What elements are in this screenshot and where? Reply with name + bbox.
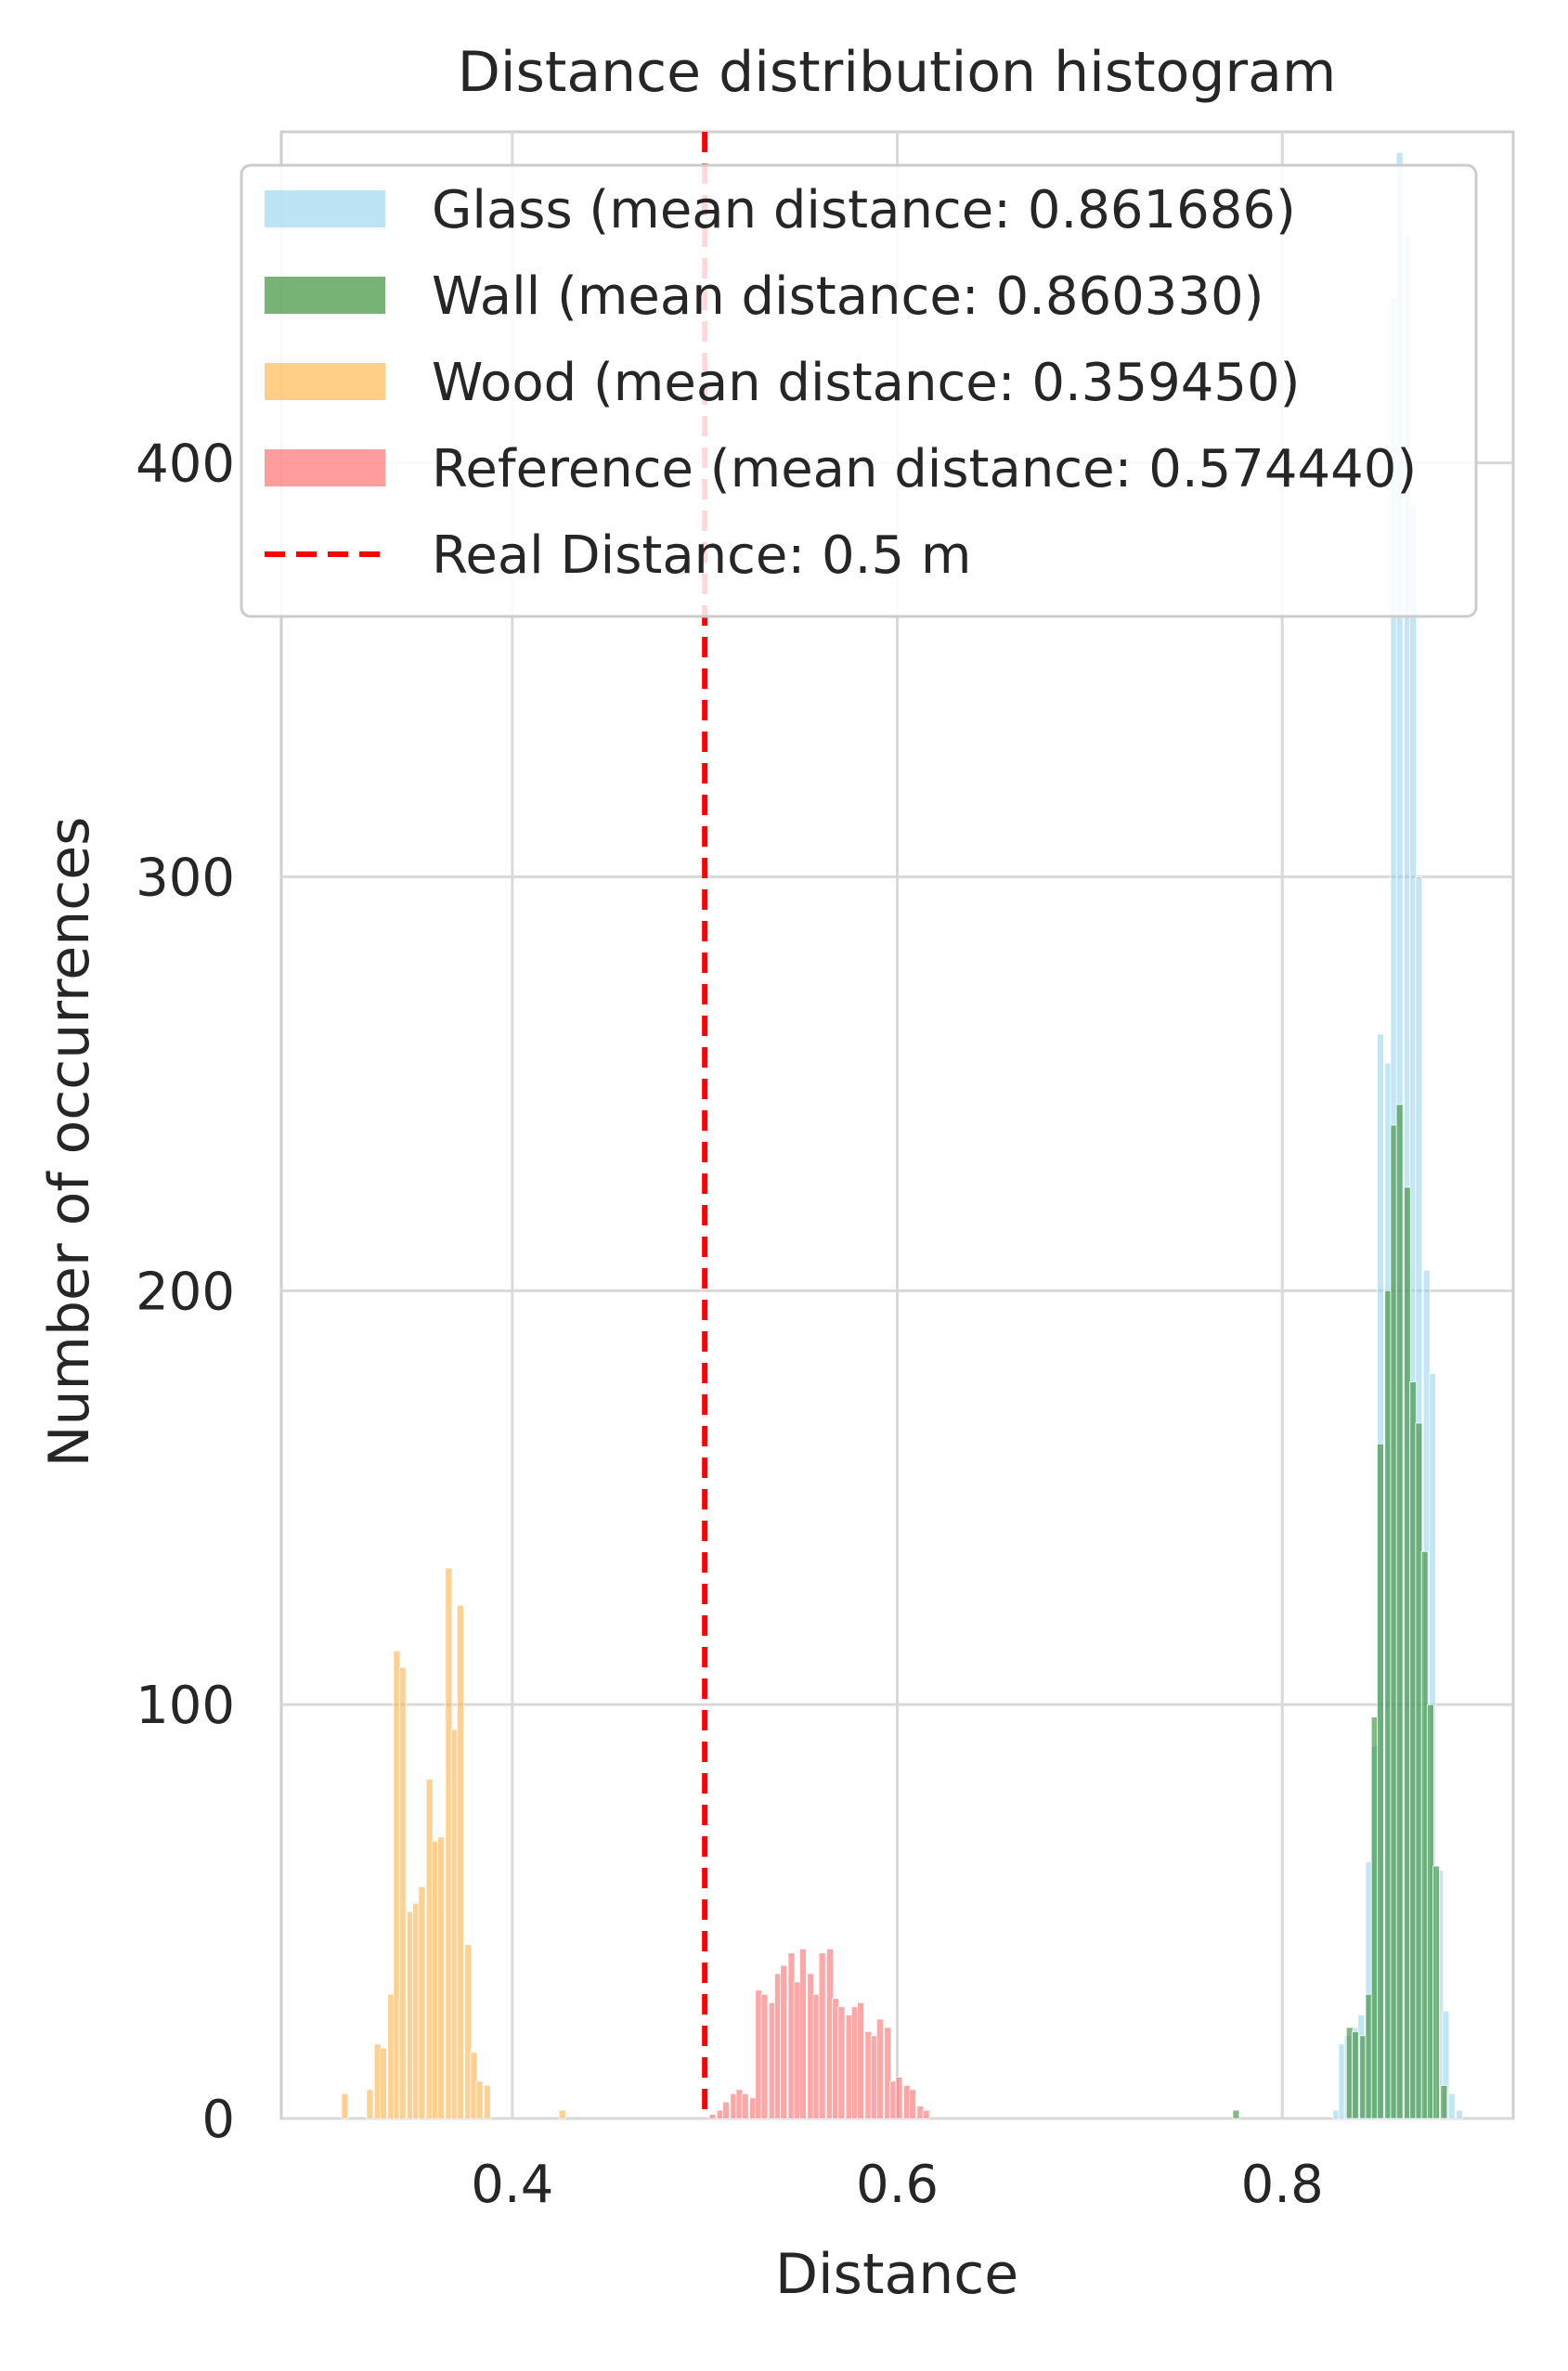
bar-3-11 (780, 1964, 788, 2119)
bar-0-19 (1456, 2109, 1463, 2119)
legend-item-3: Reference (mean distance: 0.574440) (265, 439, 1417, 499)
bar-2-20 (558, 2109, 566, 2119)
bar-2-16 (464, 1944, 473, 2119)
bar-2-9 (418, 1885, 426, 2119)
y-axis-label: Number of occurrences (37, 817, 102, 1468)
series-1 (1232, 1104, 1448, 2119)
bar-3-17 (818, 1952, 826, 2119)
y-tick-label-1: 100 (136, 1676, 235, 1736)
chart-title: Distance distribution histogram (458, 40, 1337, 105)
bar-3-20 (837, 2006, 846, 2119)
x-tick-label-1: 0.6 (856, 2155, 939, 2215)
bar-1-15 (1432, 1865, 1440, 2119)
bar-3-0 (708, 2114, 717, 2119)
histogram-bars (341, 151, 1463, 2119)
bar-1-0 (1232, 2109, 1240, 2119)
bar-0-18 (1447, 2092, 1456, 2119)
legend-swatch-0 (265, 190, 385, 227)
legend-item-1: Wall (mean distance: 0.860330) (265, 266, 1264, 327)
y-tick-label-4: 400 (136, 434, 235, 495)
bar-1-9 (1395, 1104, 1404, 2119)
bar-3-23 (857, 2002, 865, 2119)
y-tick-label-2: 200 (136, 1262, 235, 1322)
y-tick-label-3: 300 (136, 849, 235, 909)
legend-label-2: Wood (mean distance: 0.359450) (432, 353, 1300, 413)
bar-2-12 (437, 1836, 446, 2119)
legend-item-4: Real Distance: 0.5 m (265, 525, 971, 586)
bar-2-19 (483, 2084, 491, 2119)
bar-2-18 (475, 2080, 484, 2119)
bar-3-2 (722, 2101, 730, 2119)
bar-3-5 (741, 2092, 749, 2119)
series-2 (341, 1567, 566, 2119)
legend-swatch-3 (265, 449, 385, 486)
bar-3-29 (895, 2077, 903, 2119)
bar-3-8 (760, 1993, 769, 2119)
series-3 (708, 1948, 930, 2119)
legend-label-1: Wall (mean distance: 0.860330) (432, 266, 1264, 327)
bar-1-16 (1440, 2084, 1448, 2119)
legend-item-0: Glass (mean distance: 0.861686) (265, 180, 1296, 240)
legend-swatch-1 (265, 277, 385, 314)
bar-2-1 (366, 2089, 374, 2119)
bar-3-33 (922, 2109, 930, 2119)
legend: Glass (mean distance: 0.861686) Wall (mea… (240, 163, 1478, 618)
bar-1-6 (1377, 1443, 1384, 2119)
legend-label-3: Reference (mean distance: 0.574440) (432, 439, 1417, 499)
bar-3-31 (909, 2089, 917, 2119)
bar-3-26 (875, 2018, 884, 2119)
legend-label-4: Real Distance: 0.5 m (432, 525, 971, 586)
legend-frame (240, 163, 1478, 618)
legend-label-0: Glass (mean distance: 0.861686) (432, 180, 1296, 240)
bar-1-2 (1352, 2030, 1359, 2119)
bar-2-3 (379, 2047, 387, 2119)
bar-3-27 (884, 2027, 892, 2119)
y-tick-label-0: 0 (201, 2090, 235, 2150)
x-tick-label-0: 0.4 (471, 2155, 553, 2215)
bar-2-15 (456, 1604, 464, 2119)
bar-2-0 (341, 2092, 349, 2119)
legend-swatch-2 (265, 363, 385, 400)
x-tick-label-2: 0.8 (1241, 2155, 1324, 2215)
bar-3-14 (798, 1948, 807, 2119)
legend-item-2: Wood (mean distance: 0.359450) (265, 353, 1300, 413)
x-axis-label: Distance (775, 2242, 1018, 2307)
tick-labels: 0.4 0.6 0.8 0 100 200 300 400 (136, 434, 1324, 2215)
bar-2-6 (398, 1666, 407, 2119)
